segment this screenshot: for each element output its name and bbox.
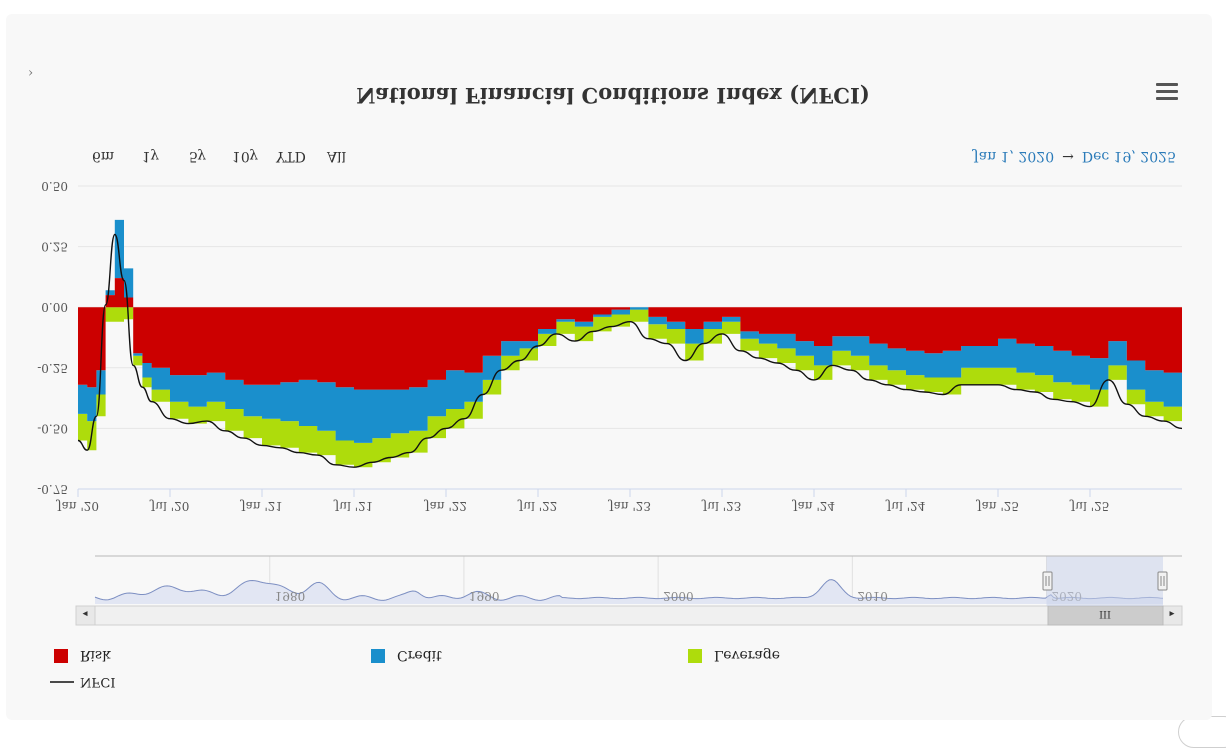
x-tick-label: Jul '23	[701, 499, 742, 513]
legend-label-leverage: Leverage	[714, 647, 780, 663]
navigator-line	[94, 579, 1164, 601]
x-tick-label: Jan '24	[791, 499, 835, 513]
navigator-area	[95, 579, 1163, 604]
legend-item-leverage[interactable]: Leverage	[688, 647, 780, 663]
x-tick-label: Jan '23	[607, 499, 651, 513]
hamburger-menu-icon[interactable]	[1156, 82, 1178, 100]
y-tick-label: -0.75	[37, 482, 68, 496]
navigator-left-arrow-icon: ◂	[82, 608, 87, 619]
x-axis: Jan '20 Jul '20 Jan '21 Jul '21 Jan '22 Jul '…	[55, 489, 1109, 513]
navigator-grid	[269, 556, 1047, 604]
y-tick-label: -0.50	[37, 421, 68, 435]
y-axis: -0.75 -0.50 -0.25 0.00 0.25 0.50	[37, 179, 68, 496]
x-tick-label: Jan '21	[239, 499, 283, 513]
y-tick-label: 0.50	[41, 179, 68, 193]
chart-legend: Risk Credit Leverage NFCI	[50, 647, 780, 689]
x-tick-label: Jul '22	[517, 499, 558, 513]
y-tick-label: -0.25	[37, 361, 68, 375]
x-tick-label: Jul '25	[1069, 499, 1110, 513]
expand-chevron-icon[interactable]: ›	[28, 65, 34, 80]
chart-svg: Risk Credit Leverage NFCI ◂	[37, 179, 1183, 689]
screenshot-stage: Risk Credit Leverage NFCI ◂	[28, 65, 1226, 748]
range-selector-dates: Jan 1, 2020 → Dec 19, 2025	[960, 148, 1176, 164]
range-button-ytd[interactable]: YTD	[276, 148, 306, 164]
range-button-5y[interactable]: 5y	[189, 148, 206, 164]
legend-label-nfci: NFCI	[80, 674, 115, 689]
navigator-handle-left[interactable]	[1042, 571, 1053, 591]
legend-item-nfci[interactable]: NFCI	[50, 674, 115, 689]
x-tick-label: Jan '20	[55, 499, 99, 513]
range-button-1y[interactable]: 1y	[142, 148, 159, 164]
series-leverage-area[interactable]	[78, 307, 1182, 468]
y-tick-label: 0.00	[41, 300, 68, 314]
legend-swatch-credit	[371, 649, 385, 663]
legend-swatch-risk	[54, 649, 68, 663]
series-risk-area[interactable]	[78, 278, 1182, 390]
navigator-scrollbar-track[interactable]	[75, 605, 1183, 626]
range-to-date[interactable]: Dec 19, 2025	[1081, 148, 1176, 164]
range-button-6m[interactable]: 6m	[92, 148, 115, 164]
range-from-date[interactable]: Jan 1, 2020	[973, 148, 1055, 164]
x-tick-label: Jul '21	[333, 499, 374, 513]
navigator-year-label: 1980	[275, 589, 306, 603]
navigator-selected-range[interactable]	[1046, 556, 1164, 606]
y-tick-label: 0.25	[41, 240, 68, 254]
navigator-right-arrow-icon: ▸	[1169, 608, 1174, 619]
x-tick-label: Jan '22	[423, 499, 467, 513]
legend-label-credit: Credit	[397, 647, 442, 663]
range-button-all[interactable]: All	[327, 148, 347, 164]
plot-area: Jan '20 Jul '20 Jan '21 Jul '21 Jan '22 Jul '…	[37, 179, 1183, 513]
navigator-grip-icon: III	[1099, 608, 1111, 619]
legend-swatch-leverage	[688, 649, 702, 663]
mirrored-chart-container: Risk Credit Leverage NFCI ◂	[28, 65, 1226, 748]
legend-label-risk: Risk	[80, 647, 111, 663]
range-arrow: →	[1062, 148, 1074, 164]
legend-item-credit[interactable]: Credit	[371, 647, 442, 663]
x-tick-label: Jul '20	[149, 499, 190, 513]
navigator-handle-right[interactable]	[1157, 571, 1168, 591]
navigator-scroll-left-button[interactable]	[75, 605, 96, 626]
navigator-year-label: 2010	[857, 589, 888, 603]
navigator-year-label: 1990	[469, 589, 500, 603]
navigator: ◂ ▸ III 19801990200020102020	[75, 555, 1183, 626]
chart-title: National Financial Conditions Index (NFC…	[356, 83, 870, 108]
x-tick-label: Jan '25	[975, 499, 1019, 513]
x-tick-label: Jul '24	[885, 499, 926, 513]
range-button-10y[interactable]: 10y	[232, 148, 258, 164]
legend-item-risk[interactable]: Risk	[54, 647, 111, 663]
series-nfci-line[interactable]	[77, 233, 1183, 468]
navigator-year-label: 2000	[663, 589, 694, 603]
